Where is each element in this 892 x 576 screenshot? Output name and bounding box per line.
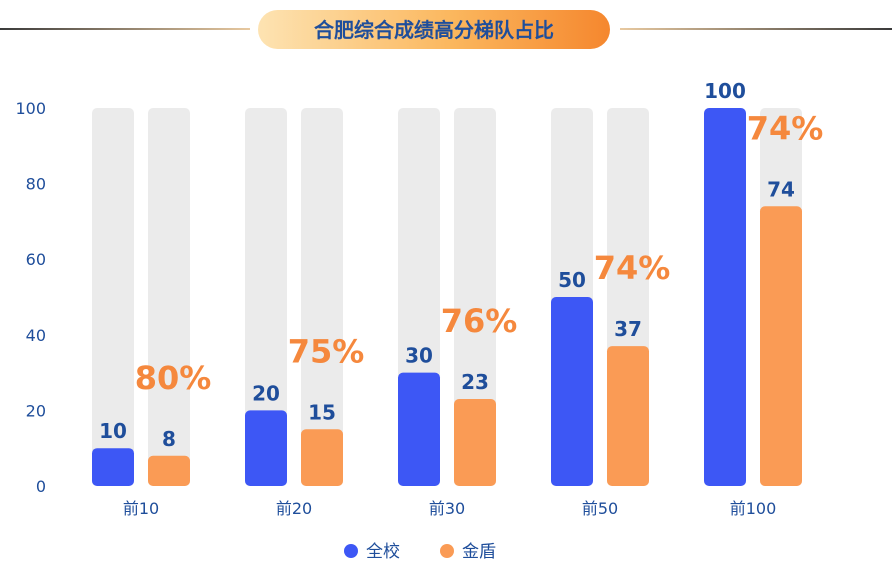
percent-annotations: 80% 75% 76% 74% 74% — [135, 109, 824, 396]
value-label-school: 20 — [252, 381, 280, 405]
y-tick-label: 80 — [26, 175, 46, 194]
x-tick-label: 前100 — [730, 499, 777, 518]
x-tick-label: 前50 — [582, 499, 618, 518]
bar-school — [92, 448, 134, 486]
percent-annotation: 76% — [441, 302, 518, 340]
legend-dot-school — [344, 544, 358, 558]
bars — [92, 108, 802, 486]
value-label-school: 30 — [405, 344, 433, 368]
value-label-jindun: 8 — [162, 427, 176, 451]
title-banner — [258, 10, 610, 49]
value-label-jindun: 74 — [767, 177, 795, 201]
x-axis: 前10 前20 前30 前50 前100 — [123, 499, 776, 518]
percent-annotation: 75% — [288, 332, 365, 370]
y-axis: 0 20 40 60 80 100 — [15, 99, 46, 496]
legend-label-school: 全校 — [366, 542, 400, 562]
y-tick-label: 40 — [26, 326, 46, 345]
bar-track — [454, 108, 496, 486]
percent-annotation: 74% — [747, 109, 824, 147]
bar-track — [245, 108, 287, 486]
value-label-jindun: 15 — [308, 400, 336, 424]
bar-school — [245, 410, 287, 486]
x-tick-label: 前30 — [429, 499, 465, 518]
bar-track — [301, 108, 343, 486]
legend-label-jindun: 金盾 — [462, 542, 496, 562]
bar-jindun — [301, 429, 343, 486]
bar-jindun — [760, 206, 802, 486]
y-tick-label: 60 — [26, 250, 46, 269]
value-label-school: 10 — [99, 419, 127, 443]
chart-title: 合肥综合成绩高分梯队占比 — [314, 18, 554, 42]
value-label-school: 100 — [704, 79, 746, 103]
value-label-jindun: 23 — [461, 370, 489, 394]
bar-track — [148, 108, 190, 486]
bar-school — [704, 108, 746, 486]
value-label-jindun: 37 — [614, 317, 642, 341]
x-tick-label: 前10 — [123, 499, 159, 518]
y-tick-label: 20 — [26, 401, 46, 420]
y-tick-label: 100 — [15, 99, 46, 118]
legend-dot-jindun — [440, 544, 454, 558]
value-label-school: 50 — [558, 268, 586, 292]
title-line-right — [620, 28, 892, 30]
bar-school — [398, 372, 440, 486]
bar-school — [551, 297, 593, 486]
bar-jindun — [607, 346, 649, 486]
bar-jindun — [148, 455, 190, 486]
bar-track — [92, 108, 134, 486]
percent-annotation: 80% — [135, 359, 212, 397]
y-tick-label: 0 — [36, 477, 46, 496]
bar-jindun — [454, 399, 496, 486]
bar-tracks — [92, 108, 802, 486]
title-line-left — [0, 28, 250, 30]
value-labels: 10 8 20 15 30 23 50 37 100 74 — [99, 79, 795, 451]
percent-annotation: 74% — [594, 249, 671, 287]
legend: 全校 金盾 — [344, 542, 496, 562]
x-tick-label: 前20 — [276, 499, 312, 518]
